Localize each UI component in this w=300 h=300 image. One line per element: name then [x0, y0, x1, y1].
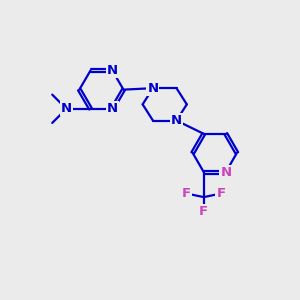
Text: N: N [147, 82, 158, 95]
Text: N: N [107, 102, 118, 115]
Text: F: F [199, 205, 208, 218]
Text: F: F [182, 187, 191, 200]
Text: N: N [61, 102, 72, 115]
Text: F: F [216, 187, 225, 200]
Text: N: N [107, 64, 118, 77]
Text: N: N [171, 114, 182, 127]
Text: N: N [220, 166, 231, 178]
